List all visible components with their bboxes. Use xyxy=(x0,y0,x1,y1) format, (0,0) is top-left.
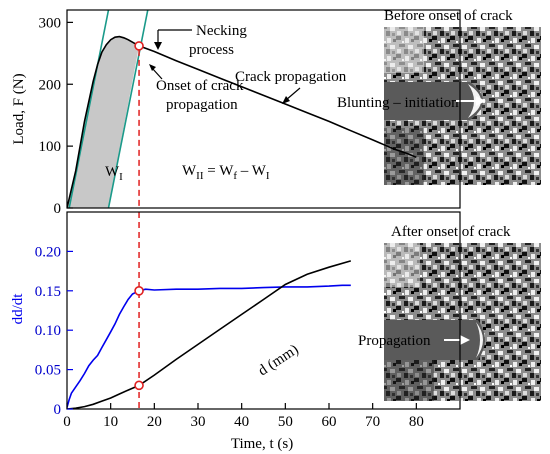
d-series-label: d (mm) xyxy=(255,342,301,380)
onset-markers-bottom xyxy=(134,285,144,391)
x-tick-label: 70 xyxy=(365,414,380,430)
onset-marker-bottom-2 xyxy=(134,380,144,391)
tangent-line-1 xyxy=(68,10,110,208)
blunting-label: Blunting – initiation xyxy=(337,95,459,111)
top-y-tick-label: 300 xyxy=(39,15,62,31)
x-tick-label: 60 xyxy=(322,414,337,430)
crack-arrow xyxy=(282,87,301,104)
bottom-y-axis-label: dd/dt xyxy=(10,293,26,325)
x-tick-label: 40 xyxy=(234,414,249,430)
onset-arrow xyxy=(149,64,163,80)
bottom-y-tick-label: 0.10 xyxy=(35,323,61,339)
top-y-ticks: 0 100 200 300 xyxy=(39,15,73,217)
series-load-line xyxy=(67,35,417,208)
x-tick-label: 30 xyxy=(191,414,206,430)
bottom-plot-frame xyxy=(66,211,461,410)
necking-label-2: process xyxy=(189,42,234,58)
top-y-tick-label: 0 xyxy=(54,201,62,217)
onset-marker-bottom-1 xyxy=(134,285,144,296)
area-label-wi: WI xyxy=(105,164,123,183)
x-axis-label: Time, t (s) xyxy=(231,436,293,452)
top-panel: 0 100 200 300 Load, F (N) Necking process O… xyxy=(11,9,461,217)
propagation-arrow xyxy=(444,335,470,345)
x-tick-label: 0 xyxy=(63,414,71,430)
top-plot-frame xyxy=(66,9,461,209)
onset-label-2: propagation xyxy=(166,97,238,113)
x-tick-label: 50 xyxy=(278,414,293,430)
onset-label-1: Onset of crack xyxy=(156,78,244,94)
onset-marker-top xyxy=(134,41,144,51)
bottom-y-ticks: 0 0.05 0.10 0.15 0.20 xyxy=(35,244,73,418)
necking-arrow xyxy=(154,29,192,50)
before-image-title: Before onset of crack xyxy=(384,8,513,24)
crack-propagation-label: Crack propagation xyxy=(235,69,347,85)
top-y-tick-label: 200 xyxy=(39,77,62,93)
after-crack-image xyxy=(384,243,541,401)
area-wi xyxy=(67,36,140,208)
propagation-label: Propagation xyxy=(358,333,431,349)
equation-label: WII = Wf – WI xyxy=(182,163,270,182)
bottom-y-tick-label: 0.20 xyxy=(35,244,61,260)
bottom-x-ticks: 0 10 20 30 40 50 60 70 80 xyxy=(63,403,424,430)
before-crack-image xyxy=(384,27,541,185)
bottom-y-tick-label: 0 xyxy=(54,402,62,418)
series-dd-dt-line xyxy=(67,284,351,408)
after-image-title: After onset of crack xyxy=(391,224,511,240)
x-tick-label: 80 xyxy=(409,414,424,430)
top-y-axis-label: Load, F (N) xyxy=(11,73,27,144)
top-y-tick-label: 100 xyxy=(39,139,62,155)
bottom-y-tick-label: 0.05 xyxy=(35,363,61,379)
bottom-y-tick-label: 0.15 xyxy=(35,284,61,300)
necking-label-1: Necking xyxy=(196,23,247,39)
x-tick-label: 10 xyxy=(103,414,118,430)
x-tick-label: 20 xyxy=(147,414,162,430)
series-d-line xyxy=(67,260,352,409)
